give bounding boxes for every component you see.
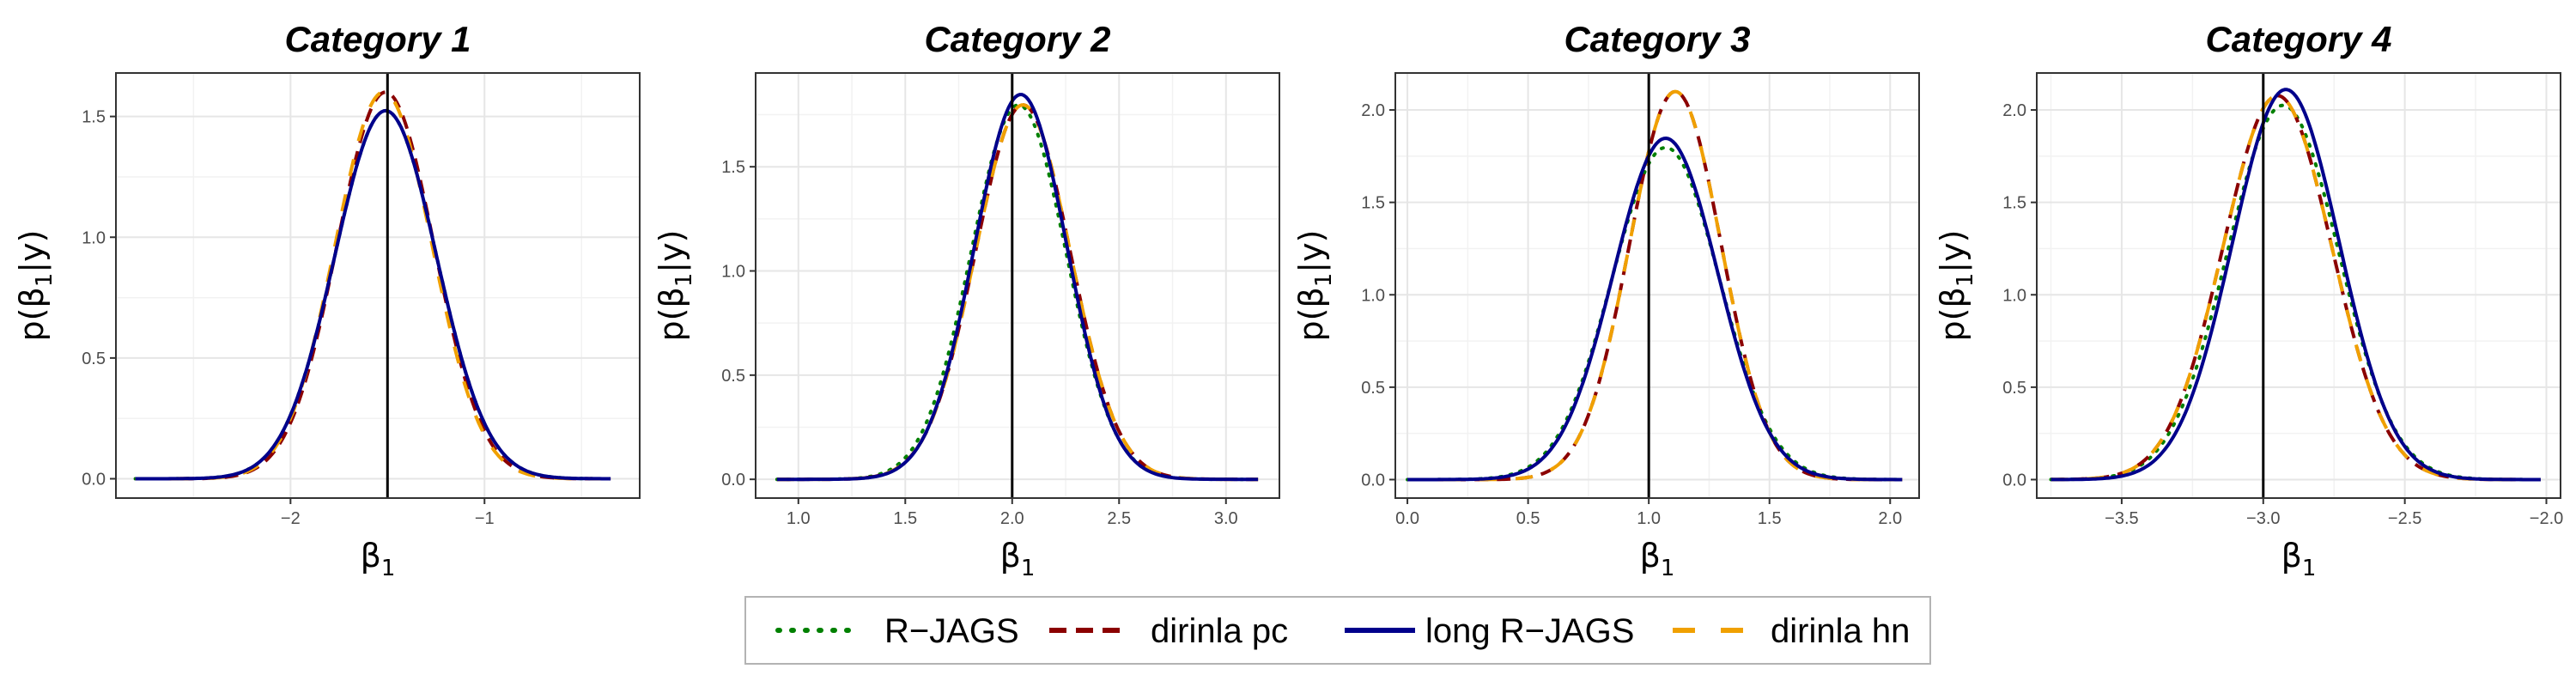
- legend-item-long-rjags: long R−JAGS: [1345, 612, 1634, 650]
- legend: R−JAGS dirinla pc long R−JAGS dirinla hn: [744, 596, 1931, 665]
- y-tick-label: 0.5: [2002, 379, 2026, 398]
- y-axis-title: p(β1|y): [1292, 230, 1337, 342]
- x-tick-label: 1.5: [893, 509, 917, 528]
- x-tick-label: 2.5: [1107, 509, 1131, 528]
- panel-border: [755, 72, 1280, 499]
- y-tick-label: 1.5: [2002, 194, 2026, 213]
- legend-label-long-rjags: long R−JAGS: [1425, 612, 1634, 650]
- x-axis-title: β1: [2281, 537, 2317, 581]
- x-tick-label: 1.5: [1758, 509, 1782, 528]
- panel-title: Category 4: [2205, 19, 2391, 59]
- y-tick-label: 0.5: [82, 350, 106, 368]
- panel-title: Category 3: [1564, 19, 1750, 59]
- y-tick-label: 1.5: [721, 158, 745, 177]
- y-tick-label: 1.5: [82, 108, 106, 127]
- plot-background: [756, 73, 1279, 498]
- panel-title: Category 1: [284, 19, 471, 59]
- series-line-long-r-jags: [2050, 88, 2541, 482]
- panel-border: [115, 72, 641, 499]
- x-tick-label: 1.0: [1637, 509, 1661, 528]
- panel-border: [1394, 72, 1920, 499]
- x-axis-title: β1: [1640, 537, 1675, 581]
- plot-background: [1395, 73, 1919, 498]
- legend-item-rjags: R−JAGS: [775, 612, 1019, 650]
- y-tick-label: 1.0: [82, 228, 106, 247]
- y-tick-label: 0.5: [1361, 379, 1385, 398]
- panel-2: 1.0 1.5 2.0 2.5 3.0 0.0 0.5 1.0 1.5 Category 2 β1 p…: [653, 19, 1280, 581]
- plot-background: [116, 73, 640, 498]
- y-tick-label: 1.0: [2002, 286, 2026, 305]
- x-tick-label: 0.5: [1516, 509, 1540, 528]
- x-axis-title: β1: [361, 537, 396, 581]
- legend-label-dirinla-hn: dirinla hn: [1771, 612, 1910, 650]
- y-tick-label: 2.0: [2002, 101, 2026, 120]
- x-tick-label: −3.5: [2105, 509, 2138, 528]
- x-tick-label: 2.0: [1000, 509, 1024, 528]
- x-tick-label: −2.0: [2530, 509, 2563, 528]
- y-tick-label: 0.0: [2002, 471, 2026, 489]
- x-tick-label: −3.0: [2246, 509, 2280, 528]
- series-line-long-r-jags: [776, 93, 1259, 482]
- x-tick-label: 2.0: [1878, 509, 1902, 528]
- x-tick-label: 3.0: [1214, 509, 1238, 528]
- y-tick-label: 1.5: [1361, 194, 1385, 213]
- panel-border: [2036, 72, 2561, 499]
- legend-label-rjags: R−JAGS: [884, 612, 1019, 650]
- x-tick-label: −1: [475, 509, 495, 528]
- legend-label-dirinla-pc: dirinla pc: [1151, 612, 1288, 650]
- y-axis-title: p(β1|y): [1934, 230, 1978, 342]
- legend-item-dirinla-hn: dirinla hn: [1673, 612, 1910, 650]
- y-tick-label: 1.0: [1361, 286, 1385, 305]
- y-axis-title: p(β1|y): [653, 230, 697, 342]
- panel-3: 0.0 0.5 1.0 1.5 2.0 0.0 0.5 1.0 1.5 2.0 Category 3…: [1292, 19, 1920, 581]
- y-tick-label: 2.0: [1361, 101, 1385, 120]
- panel-title: Category 2: [924, 19, 1110, 59]
- legend-item-dirinla-pc: dirinla pc: [1049, 612, 1288, 650]
- y-tick-label: 0.0: [82, 471, 106, 489]
- y-tick-label: 0.5: [721, 367, 745, 386]
- series-line-long-r-jags: [1407, 137, 1903, 482]
- panel-4: −3.5 −3.0 −2.5 −2.0 0.0 0.5 1.0 1.5 2.0 Category …: [1934, 19, 2563, 581]
- x-tick-label: 1.0: [787, 509, 811, 528]
- x-tick-label: −2: [281, 509, 301, 528]
- x-tick-label: −2.5: [2388, 509, 2421, 528]
- x-axis-title: β1: [1000, 537, 1036, 581]
- y-axis-title: p(β1|y): [13, 230, 58, 342]
- y-tick-label: 0.0: [721, 471, 745, 489]
- x-tick-label: 0.0: [1395, 509, 1419, 528]
- y-tick-label: 1.0: [721, 263, 745, 282]
- y-tick-label: 0.0: [1361, 471, 1385, 489]
- plot-background: [2037, 73, 2561, 498]
- panel-1: −2 −1 0.0 0.5 1.0 1.5 Category 1 β1 p(β1|y): [13, 19, 641, 581]
- series-line-long-r-jags: [135, 108, 611, 481]
